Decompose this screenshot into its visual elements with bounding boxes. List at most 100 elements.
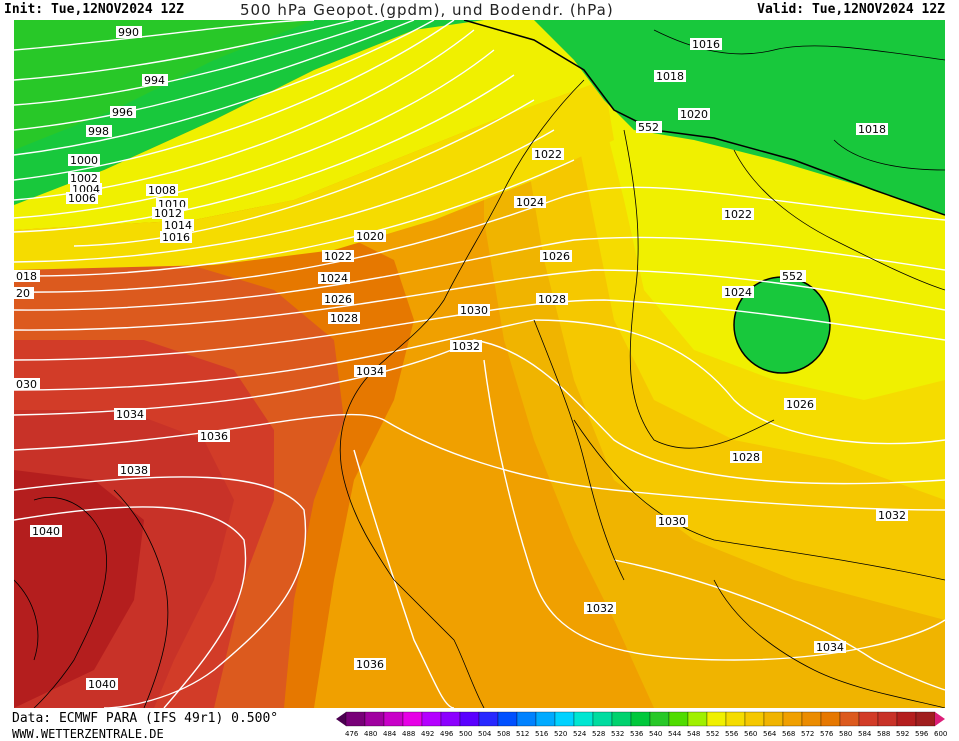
isobar-label: 1028 — [536, 293, 568, 306]
scale-swatch — [649, 711, 670, 727]
scale-tick-label: 512 — [516, 730, 530, 738]
geopot-band-552-northeast — [534, 20, 945, 215]
scale-swatch — [630, 711, 651, 727]
svg-text:030: 030 — [16, 378, 37, 391]
scale-tick-label: 504 — [478, 730, 492, 738]
isobar-label: 1034 — [354, 365, 386, 378]
scale-tick-label: 524 — [573, 730, 587, 738]
isobar-label: 018 — [14, 270, 40, 283]
svg-text:1024: 1024 — [724, 286, 752, 299]
scale-swatch — [611, 711, 632, 727]
svg-text:1018: 1018 — [656, 70, 684, 83]
svg-text:1022: 1022 — [534, 148, 562, 161]
scale-tick-label: 508 — [497, 730, 511, 738]
isobar-label: 1028 — [328, 312, 360, 325]
isobar-label: 1016 — [690, 38, 722, 51]
scale-swatch — [915, 711, 936, 727]
isobar-label: 1030 — [458, 304, 490, 317]
scale-swatch — [440, 711, 461, 727]
isobar-label: 1034 — [114, 408, 146, 421]
svg-text:1014: 1014 — [164, 219, 192, 232]
scale-swatch — [801, 711, 822, 727]
scale-tick-label: 572 — [801, 730, 815, 738]
isobar-label: 1000 — [68, 154, 100, 167]
svg-text:1020: 1020 — [356, 230, 384, 243]
scale-tick-label: 580 — [839, 730, 853, 738]
isobar-label: 1022 — [532, 148, 564, 161]
scale-swatch — [877, 711, 898, 727]
isobar-label: 1038 — [118, 464, 150, 477]
scale-swatch — [820, 711, 841, 727]
svg-text:1024: 1024 — [320, 272, 348, 285]
isobar-label: 1012 — [152, 207, 184, 220]
isobar-label: 1022 — [722, 208, 754, 221]
scale-swatch — [478, 711, 499, 727]
isobar-labels: 990 994 996 998 1000 1002 1004 1006 1008… — [14, 26, 908, 691]
svg-text:20: 20 — [16, 287, 30, 300]
isobar-label: 1026 — [540, 250, 572, 263]
scale-swatch — [839, 711, 860, 727]
scale-arrow-left — [336, 712, 346, 726]
svg-text:1032: 1032 — [878, 509, 906, 522]
scale-arrow-right — [935, 712, 945, 726]
scale-swatch — [744, 711, 765, 727]
scale-tick-label: 560 — [744, 730, 758, 738]
isobar-label: 1018 — [856, 123, 888, 136]
scale-tick-label: 476 — [345, 730, 359, 738]
svg-text:552: 552 — [782, 270, 803, 283]
scale-swatch — [364, 711, 385, 727]
svg-text:1030: 1030 — [460, 304, 488, 317]
isobar-label: 1036 — [198, 430, 230, 443]
isobar-label: 990 — [116, 26, 142, 39]
isobar-label: 1040 — [30, 525, 62, 538]
svg-text:1022: 1022 — [724, 208, 752, 221]
isobar-label: 1028 — [730, 451, 762, 464]
svg-text:552: 552 — [638, 121, 659, 134]
scale-tick-label: 568 — [782, 730, 796, 738]
coastlines — [14, 29, 945, 708]
isobar-label: 1032 — [876, 509, 908, 522]
svg-text:1026: 1026 — [542, 250, 570, 263]
scale-swatch — [668, 711, 689, 727]
scale-swatch — [858, 711, 879, 727]
svg-text:1016: 1016 — [162, 231, 190, 244]
weather-map: 990 994 996 998 1000 1002 1004 1006 1008… — [14, 20, 945, 708]
svg-text:1012: 1012 — [154, 207, 182, 220]
svg-text:1006: 1006 — [68, 192, 96, 205]
svg-text:1026: 1026 — [324, 293, 352, 306]
scale-tick-label: 588 — [877, 730, 891, 738]
scale-swatch — [345, 711, 366, 727]
svg-text:996: 996 — [112, 106, 133, 119]
isobar-label: 1022 — [322, 250, 354, 263]
isobar-label: 1002 — [68, 172, 100, 185]
svg-text:998: 998 — [88, 125, 109, 138]
svg-text:1038: 1038 — [120, 464, 148, 477]
scale-tick-label: 584 — [858, 730, 872, 738]
isobar-label: 994 — [142, 74, 168, 87]
svg-text:1036: 1036 — [200, 430, 228, 443]
svg-text:1008: 1008 — [148, 184, 176, 197]
color-scale-labels: 476 480 484 488 492 496 500 504 508 512 516 520 524 5… — [345, 730, 953, 738]
scale-tick-label: 548 — [687, 730, 701, 738]
scale-tick-label: 488 — [402, 730, 416, 738]
isobar-label: 1008 — [146, 184, 178, 197]
isobar-label: 030 — [14, 378, 40, 391]
svg-text:1028: 1028 — [538, 293, 566, 306]
scale-swatch — [554, 711, 575, 727]
isobar-label: 1032 — [450, 340, 482, 353]
isobar-label: 1024 — [318, 272, 350, 285]
geopot-label: 552 — [636, 121, 662, 134]
isobar-label: 1006 — [66, 192, 98, 205]
isobar-label: 1016 — [160, 231, 192, 244]
scale-swatch — [459, 711, 480, 727]
geopot-labels: 552 552 — [636, 121, 806, 283]
isobar-label: 1024 — [514, 196, 546, 209]
svg-text:990: 990 — [118, 26, 139, 39]
svg-text:1036: 1036 — [356, 658, 384, 671]
data-source: Data: ECMWF PARA (IFS 49r1) 0.500° — [12, 711, 279, 726]
isobar-label: 1020 — [354, 230, 386, 243]
website: WWW.WETTERZENTRALE.DE — [12, 727, 164, 741]
isobar-label: 1024 — [722, 286, 754, 299]
isobar-label: 998 — [86, 125, 112, 138]
isobar-label: 20 — [14, 287, 34, 300]
